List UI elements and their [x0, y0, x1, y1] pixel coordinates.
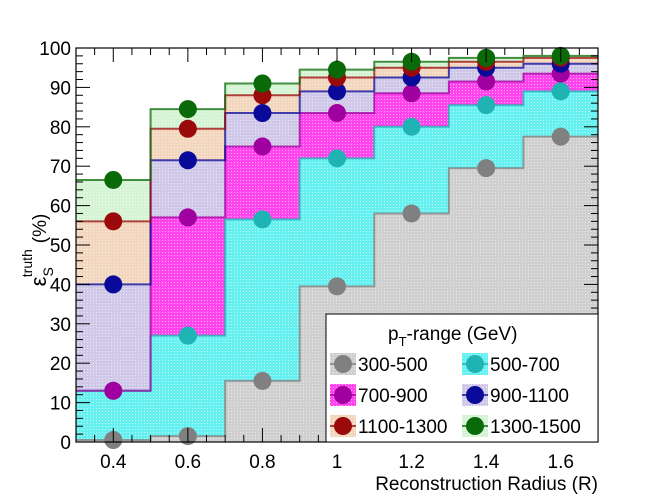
y-axis-title-sup: truth [19, 249, 35, 277]
legend-label-1100-1300: 1100-1300 [358, 417, 447, 438]
y-tick-label: 20 [50, 354, 71, 375]
data-point-500-700 [477, 96, 496, 115]
legend-marker-700-900 [334, 386, 352, 404]
legend-label-900-1100: 900-1100 [490, 386, 569, 407]
data-point-1100-1300 [178, 119, 197, 138]
data-point-900-1100 [328, 82, 346, 101]
data-point-300-500 [253, 371, 272, 390]
y-tick-label: 30 [50, 315, 71, 336]
data-point-1100-1300 [104, 212, 123, 231]
x-tick-label: 1.6 [548, 452, 574, 473]
y-tick-label: 100 [39, 39, 71, 60]
legend-marker-1100-1300 [334, 417, 352, 435]
data-point-900-1100 [104, 275, 123, 294]
data-point-300-500 [477, 159, 496, 178]
data-point-300-500 [402, 204, 421, 223]
data-point-500-700 [253, 210, 272, 229]
y-tick-label: 60 [50, 197, 71, 218]
data-point-700-900 [178, 208, 197, 227]
x-tick-label: 0.6 [175, 452, 201, 473]
legend-title: pT-range (GeV) [388, 324, 517, 349]
data-point-700-900 [253, 137, 272, 156]
data-point-700-900 [477, 72, 496, 91]
data-point-500-700 [402, 117, 421, 136]
data-point-500-700 [551, 82, 570, 101]
x-tick-label: 1.4 [473, 452, 500, 473]
data-point-1300-1500 [253, 74, 272, 93]
y-tick-label: 70 [50, 157, 71, 178]
legend-marker-1300-1500 [466, 417, 484, 435]
legend-marker-500-700 [466, 355, 484, 373]
data-point-500-700 [328, 149, 346, 168]
legend-label-300-500: 300-500 [358, 355, 428, 376]
y-tick-label: 0 [60, 433, 71, 454]
svg-text:εStruth(%): εStruth (%) [19, 214, 56, 287]
x-axis-title: Reconstruction Radius (R) [375, 474, 598, 495]
y-axis-title-unit: (%) [30, 214, 51, 244]
y-axis-title-sub: S [40, 267, 56, 276]
data-point-900-1100 [253, 104, 272, 123]
y-tick-label: 50 [50, 236, 71, 257]
legend-marker-300-500 [334, 355, 352, 373]
data-point-300-500 [551, 127, 570, 146]
data-point-1300-1500 [104, 170, 123, 189]
y-tick-label: 40 [50, 275, 71, 296]
legend-label-1300-1500: 1300-1500 [490, 417, 581, 438]
x-tick-label: 1.2 [398, 452, 424, 473]
data-point-900-1100 [178, 151, 197, 170]
legend-marker-900-1100 [466, 386, 484, 404]
data-point-300-500 [328, 277, 346, 296]
legend-label-500-700: 500-700 [490, 355, 560, 376]
x-tick-label: 0.8 [249, 452, 275, 473]
y-tick-label: 10 [50, 394, 71, 415]
x-tick-label: 0.4 [100, 452, 127, 473]
y-axis-title-symbol: ε [26, 276, 51, 286]
y-axis-title: εStruth (%) [19, 214, 56, 287]
data-point-1300-1500 [328, 60, 346, 79]
data-point-1300-1500 [178, 100, 197, 119]
data-point-700-900 [328, 104, 346, 123]
data-point-500-700 [178, 326, 197, 345]
legend: pT-range (GeV) 300-500 500-700 700-900 900-… [325, 313, 599, 443]
y-tick-label: 90 [50, 78, 71, 99]
data-point-700-900 [104, 381, 123, 400]
x-tick-label: 1 [332, 452, 343, 473]
legend-label-700-900: 700-900 [358, 386, 428, 407]
data-point-700-900 [402, 84, 421, 103]
y-tick-label: 80 [50, 118, 71, 139]
